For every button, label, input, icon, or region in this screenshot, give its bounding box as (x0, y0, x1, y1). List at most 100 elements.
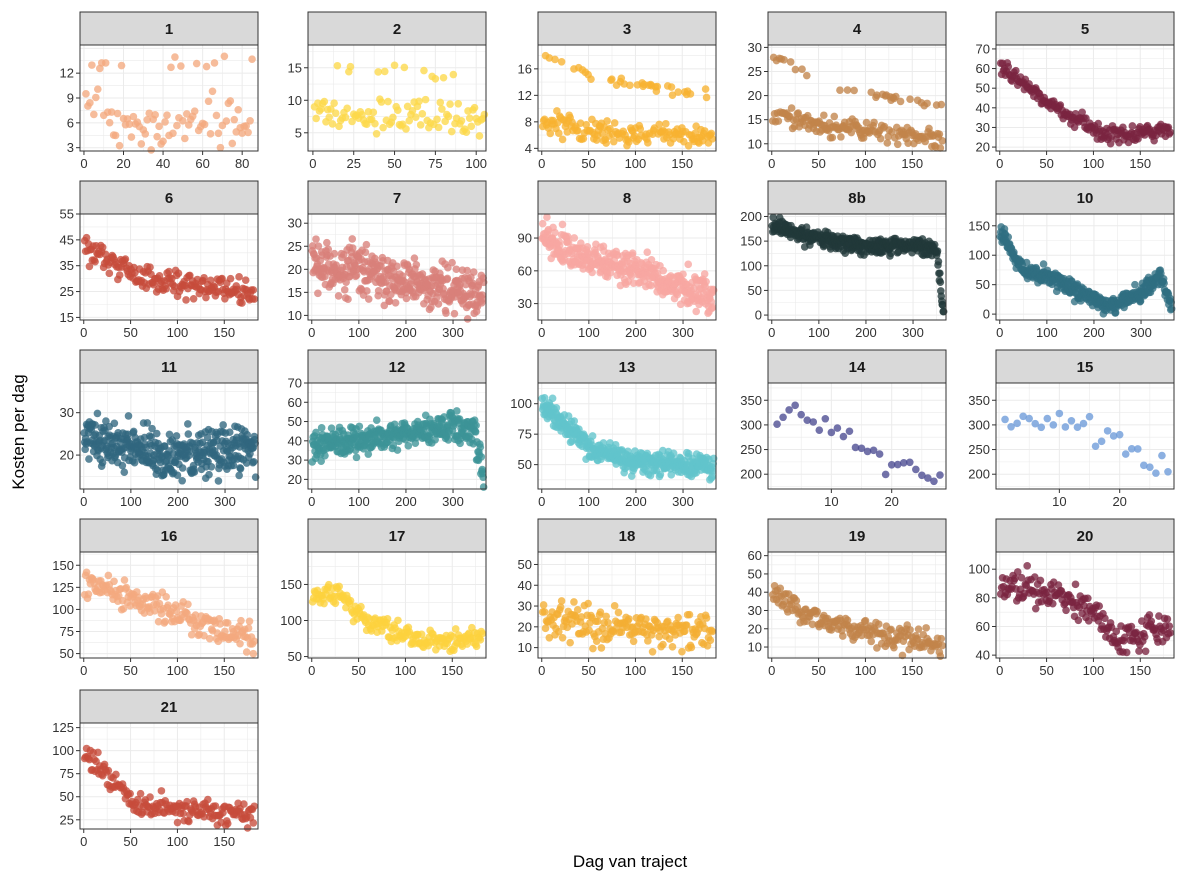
facet-strip (79, 689, 259, 724)
data-point (643, 248, 652, 256)
data-point (192, 59, 201, 68)
panel-border (79, 382, 259, 490)
x-tick-label: 50 (581, 156, 595, 171)
y-tick-label: 40 (288, 433, 302, 448)
data-point (308, 242, 317, 250)
data-point (453, 407, 461, 415)
y-tick-label: 75 (60, 624, 74, 639)
data-point (448, 258, 456, 267)
y-tick-label: 10 (748, 640, 762, 655)
data-point (244, 128, 252, 137)
data-point (470, 103, 479, 112)
facet-strip-label: 3 (623, 21, 631, 38)
data-point (573, 126, 582, 135)
data-point (923, 99, 931, 108)
data-point (204, 97, 213, 106)
data-point (883, 139, 892, 147)
data-point (606, 124, 614, 133)
panel-border (537, 382, 717, 490)
data-point (173, 471, 182, 480)
data-point (179, 117, 187, 125)
y-tick-label: 30 (288, 216, 302, 231)
x-tick-label: 20 (884, 494, 898, 509)
data-point (174, 269, 183, 278)
data-point (906, 95, 914, 103)
data-point (706, 636, 715, 645)
x-tick-label: 100 (625, 156, 647, 171)
x-tick-label: 200 (167, 494, 189, 509)
facet-strip (537, 180, 717, 215)
facet-strip (767, 11, 947, 46)
y-tick-label: 10 (748, 136, 762, 151)
data-point (1039, 260, 1048, 268)
y-tick-label: 50 (748, 566, 762, 581)
data-point (845, 427, 854, 436)
data-point (374, 68, 383, 76)
data-point (446, 100, 454, 108)
facet-strip (79, 11, 259, 46)
y-tick-label: 100 (510, 396, 532, 411)
data-point (463, 315, 472, 323)
data-point (327, 424, 336, 433)
data-point (684, 260, 693, 269)
data-point (874, 620, 883, 628)
x-tick-label: 0 (308, 325, 315, 340)
data-point (219, 421, 227, 429)
data-point (658, 446, 667, 455)
data-point (802, 71, 811, 80)
x-tick-label: 50 (123, 663, 137, 678)
y-tick-label: 30 (60, 405, 74, 420)
data-points (310, 61, 489, 140)
data-point (244, 624, 253, 632)
data-point (1055, 409, 1064, 418)
data-point (662, 119, 670, 128)
data-point (91, 421, 99, 429)
data-point (348, 235, 357, 243)
data-point (702, 277, 710, 286)
data-point (667, 83, 676, 91)
data-point (129, 427, 138, 436)
data-point (418, 110, 427, 118)
panel-border (79, 551, 259, 659)
data-point (312, 235, 320, 243)
data-point (478, 294, 487, 303)
y-tick-label: 20 (288, 262, 302, 277)
facet-strip-label: 17 (389, 528, 406, 545)
data-point (839, 432, 848, 441)
data-point (936, 144, 945, 152)
data-point (554, 129, 563, 138)
data-point (1160, 279, 1168, 287)
data-point (828, 133, 837, 142)
y-tick-label: 25 (288, 239, 302, 254)
data-point (385, 297, 394, 306)
data-point (214, 129, 223, 138)
facet-strip-label: 4 (853, 21, 862, 38)
data-point (444, 112, 453, 121)
data-point (249, 649, 258, 658)
x-tick-label: 150 (901, 663, 923, 678)
y-tick-label: 60 (976, 61, 990, 76)
data-point (400, 63, 409, 72)
data-point (94, 85, 102, 93)
data-point (151, 111, 159, 119)
panel-border (307, 213, 487, 321)
data-point (700, 127, 709, 135)
data-point (543, 213, 551, 221)
facet-strip (537, 518, 717, 553)
data-point (200, 631, 208, 640)
y-tick-label: 60 (976, 619, 990, 634)
data-point (906, 626, 914, 634)
data-point (914, 625, 923, 633)
data-point (355, 422, 364, 431)
data-point (708, 627, 717, 636)
data-point (579, 134, 588, 143)
x-tick-label: 0 (80, 156, 87, 171)
data-point (121, 255, 130, 263)
x-tick-label: 0 (308, 494, 315, 509)
data-point (887, 249, 895, 258)
data-point (120, 576, 129, 584)
x-tick-label: 100 (625, 663, 647, 678)
